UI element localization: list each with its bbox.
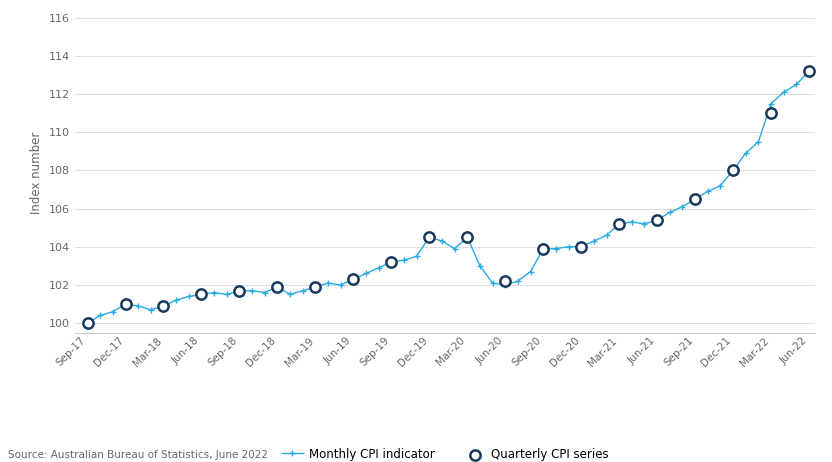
- Monthly CPI indicator: [690, 196, 700, 202]
- Text: Source: Australian Bureau of Statistics, June 2022: Source: Australian Bureau of Statistics,…: [8, 450, 268, 460]
- Monthly CPI indicator: [563, 244, 573, 249]
- Quarterly CPI series: [81, 319, 94, 327]
- Monthly CPI indicator: [260, 290, 270, 295]
- Monthly CPI indicator: [779, 89, 789, 95]
- Quarterly CPI series: [765, 109, 778, 117]
- Quarterly CPI series: [309, 283, 322, 291]
- Monthly CPI indicator: [247, 288, 257, 293]
- Quarterly CPI series: [802, 67, 815, 75]
- Quarterly CPI series: [119, 300, 132, 308]
- Quarterly CPI series: [498, 277, 512, 285]
- Quarterly CPI series: [726, 167, 740, 174]
- Quarterly CPI series: [575, 243, 588, 250]
- Legend: Monthly CPI indicator, Quarterly CPI series: Monthly CPI indicator, Quarterly CPI ser…: [281, 448, 609, 461]
- Quarterly CPI series: [688, 195, 701, 203]
- Quarterly CPI series: [612, 220, 626, 227]
- Quarterly CPI series: [347, 275, 360, 283]
- Quarterly CPI series: [195, 291, 208, 298]
- Quarterly CPI series: [384, 258, 398, 266]
- Monthly CPI indicator: [804, 68, 814, 74]
- Quarterly CPI series: [651, 216, 664, 224]
- Quarterly CPI series: [270, 283, 284, 291]
- Monthly CPI indicator: [82, 320, 92, 326]
- Line: Monthly CPI indicator: Monthly CPI indicator: [85, 68, 812, 326]
- Monthly CPI indicator: [614, 221, 624, 226]
- Quarterly CPI series: [423, 233, 436, 241]
- Y-axis label: Index number: Index number: [30, 132, 43, 214]
- Quarterly CPI series: [156, 302, 170, 310]
- Quarterly CPI series: [233, 287, 246, 294]
- Quarterly CPI series: [461, 233, 474, 241]
- Quarterly CPI series: [537, 245, 550, 252]
